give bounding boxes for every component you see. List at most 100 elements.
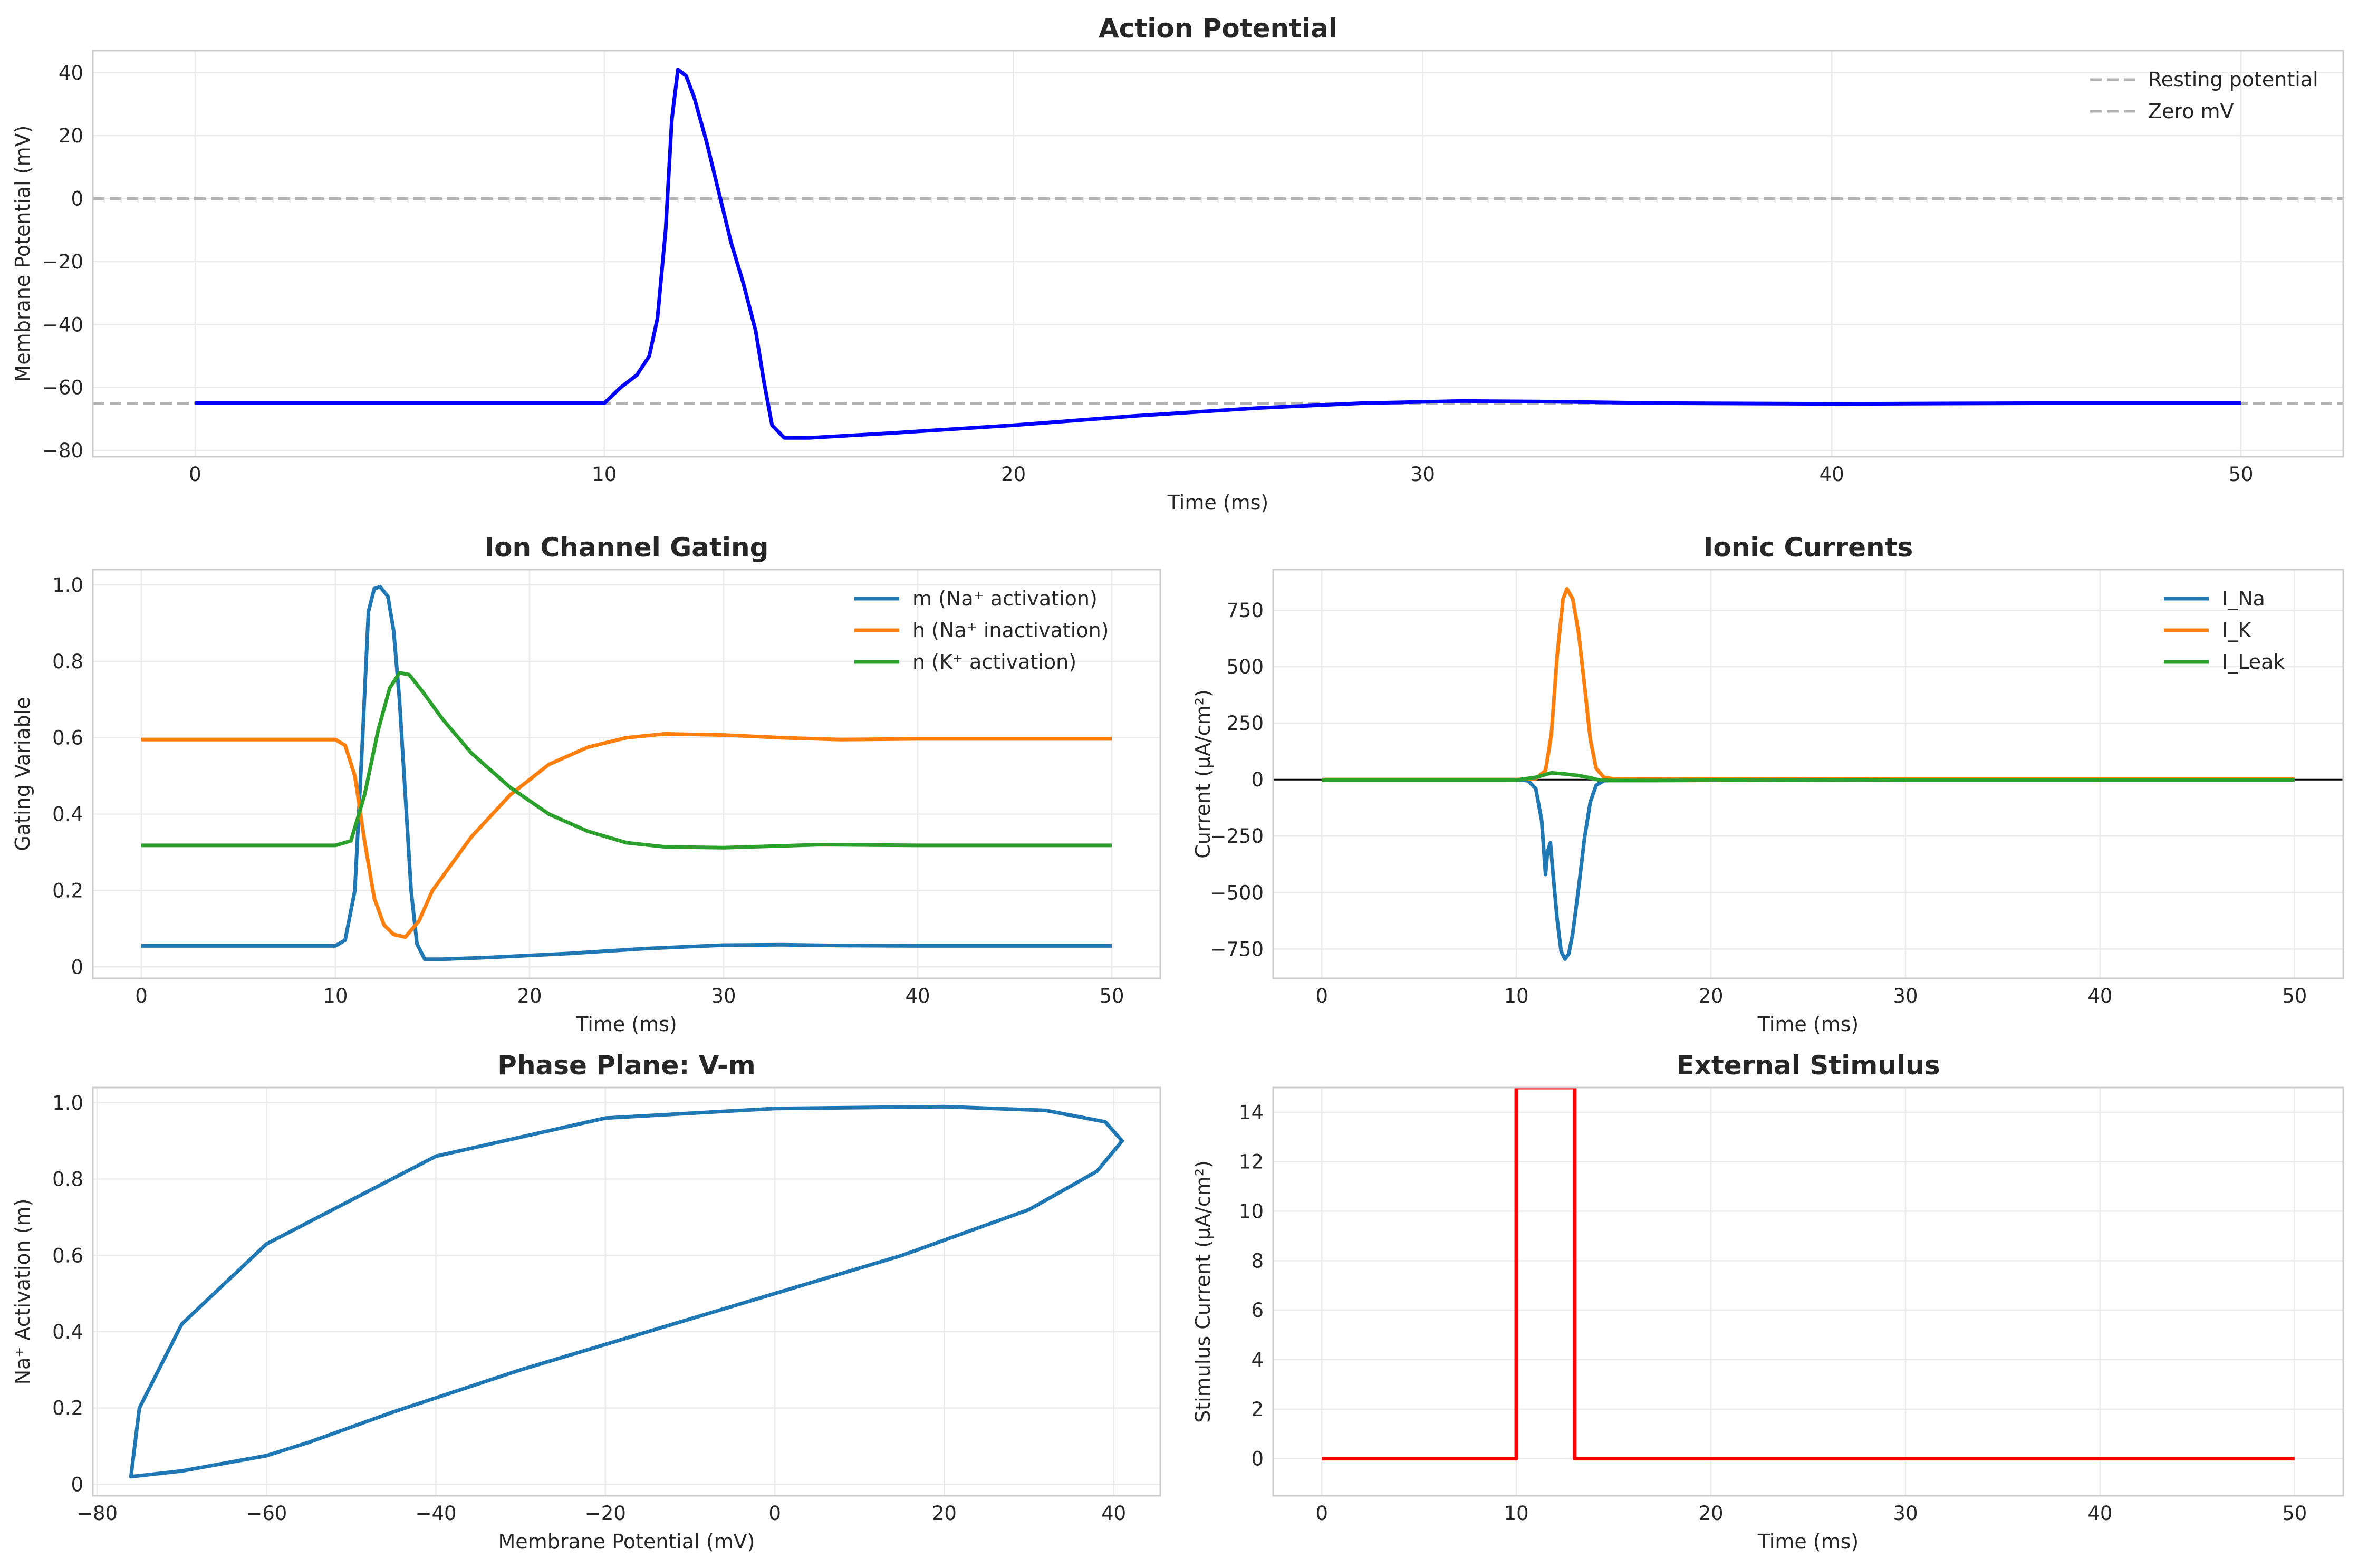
x-tick-label: 40	[2087, 1502, 2112, 1525]
x-tick-label: 10	[1504, 1502, 1529, 1525]
x-tick-label: 20	[932, 1502, 957, 1525]
y-tick-label: 1.0	[52, 1092, 83, 1114]
legend-label: I_K	[2222, 619, 2251, 642]
y-axis-label: Na⁺ Activation (m)	[11, 1199, 34, 1385]
y-tick-label: 12	[1239, 1151, 1264, 1173]
y-tick-label: −250	[1210, 825, 1264, 848]
x-tick-label: 0	[768, 1502, 781, 1525]
y-tick-label: 0.4	[52, 1321, 83, 1343]
series-line-2	[1322, 586, 2295, 782]
x-tick-label: 20	[1698, 985, 1723, 1007]
y-tick-label: 0	[1251, 1448, 1264, 1470]
x-tick-label: −20	[585, 1502, 626, 1525]
y-tick-label: 250	[1226, 712, 1264, 735]
series-line-1	[129, 1104, 1124, 1479]
y-tick-label: 0	[71, 956, 83, 978]
x-tick-label: 10	[1504, 985, 1529, 1007]
axes-frame	[92, 50, 2344, 458]
series-line-1	[1322, 1088, 2295, 1461]
legend-label: n (K⁺ activation)	[912, 650, 1076, 674]
panel-title: External Stimulus	[1677, 1050, 1940, 1081]
y-tick-label: 0.4	[52, 803, 83, 826]
series-line-2	[141, 732, 1112, 939]
x-tick-label: 50	[1099, 985, 1124, 1007]
panel-5: 0 10 20 30 40 50 0 2 4 6 8 10 12 14 External Stimulus T…	[1191, 1050, 2344, 1553]
x-tick-label: 10	[592, 463, 617, 486]
legend-label: Zero mV	[2148, 100, 2234, 123]
y-tick-label: 500	[1226, 656, 1264, 678]
x-tick-label: 40	[2087, 985, 2112, 1007]
y-axis-label: Gating Variable	[11, 697, 34, 851]
panel-title: Ion Channel Gating	[485, 532, 769, 563]
x-tick-label: 0	[189, 463, 201, 486]
y-tick-label: 4	[1251, 1349, 1264, 1371]
y-tick-label: 0.6	[52, 1244, 83, 1267]
y-tick-label: 0	[1251, 768, 1264, 791]
panel-3: 0 10 20 30 40 50 −750 −500 −250 0 250 500 750 Ionic C…	[1191, 532, 2344, 1036]
y-tick-label: 0.8	[52, 1168, 83, 1191]
x-axis-label: Time (ms)	[1757, 1013, 1859, 1036]
panel-title: Action Potential	[1099, 13, 1337, 44]
axes-frame	[92, 569, 1161, 979]
x-tick-label: 10	[323, 985, 348, 1007]
y-tick-label: 10	[1239, 1200, 1264, 1223]
axes-frame	[1272, 569, 2344, 979]
panel-2: 0 10 20 30 40 50 0 0.2 0.4 0.6 0.8 1.0 Ion Channel G…	[11, 532, 1161, 1036]
legend-label: m (Na⁺ activation)	[912, 587, 1098, 610]
panel-title: Phase Plane: V-m	[497, 1050, 755, 1081]
y-axis-label: Stimulus Current (μA/cm²)	[1191, 1160, 1215, 1423]
legend: m (Na⁺ activation) h (Na⁺ inactivation) n …	[854, 587, 1109, 674]
x-axis-label: Time (ms)	[575, 1013, 677, 1036]
legend-label: Resting potential	[2148, 68, 2318, 91]
x-tick-label: 20	[517, 985, 542, 1007]
y-axis-label: Membrane Potential (mV)	[11, 126, 34, 382]
x-tick-label: 0	[1315, 985, 1328, 1007]
series-line-1	[195, 68, 2241, 440]
y-tick-label: 0.2	[52, 1397, 83, 1420]
y-tick-label: 0	[71, 188, 83, 210]
x-tick-label: 40	[1820, 463, 1844, 486]
series-line-1	[1322, 777, 2295, 961]
y-tick-label: −80	[42, 439, 83, 462]
series-line-1	[141, 585, 1112, 961]
x-tick-label: 30	[1410, 463, 1435, 486]
x-tick-label: 0	[135, 985, 148, 1007]
x-axis-label: Time (ms)	[1167, 491, 1269, 514]
x-tick-label: 20	[1698, 1502, 1723, 1525]
y-tick-label: 2	[1251, 1398, 1264, 1421]
legend-label: I_Na	[2222, 587, 2265, 610]
y-tick-label: −20	[42, 251, 83, 273]
y-tick-label: 40	[59, 62, 83, 84]
axes-frame	[92, 1086, 1161, 1497]
y-tick-label: 0.2	[52, 879, 83, 902]
y-tick-label: 0.6	[52, 727, 83, 749]
x-tick-label: 20	[1001, 463, 1026, 486]
x-tick-label: −80	[76, 1502, 118, 1525]
legend: Resting potential Zero mV	[2090, 68, 2318, 123]
y-tick-label: 6	[1251, 1299, 1264, 1322]
x-tick-label: 30	[711, 985, 736, 1007]
x-tick-label: 30	[1893, 985, 1918, 1007]
x-tick-label: −40	[416, 1502, 457, 1525]
x-tick-label: 50	[2282, 985, 2307, 1007]
y-tick-label: 0	[71, 1473, 83, 1496]
legend: I_Na I_K I_Leak	[2164, 587, 2285, 674]
series-line-3	[141, 671, 1112, 850]
legend-label: I_Leak	[2222, 650, 2285, 674]
y-tick-label: −60	[42, 377, 83, 399]
y-tick-label: 8	[1251, 1249, 1264, 1272]
y-tick-label: −750	[1210, 938, 1264, 960]
y-tick-label: 750	[1226, 599, 1264, 622]
y-tick-label: 14	[1239, 1101, 1264, 1124]
x-tick-label: 30	[1893, 1502, 1918, 1525]
x-tick-label: 50	[2228, 463, 2253, 486]
x-axis-label: Time (ms)	[1757, 1530, 1859, 1553]
x-axis-label: Membrane Potential (mV)	[498, 1530, 755, 1553]
y-tick-label: 0.8	[52, 650, 83, 673]
y-tick-label: 20	[59, 124, 83, 147]
x-tick-label: 40	[905, 985, 930, 1007]
series-line-3	[1322, 771, 2295, 783]
legend-label: h (Na⁺ inactivation)	[912, 619, 1109, 642]
axes-frame	[1272, 1086, 2344, 1497]
